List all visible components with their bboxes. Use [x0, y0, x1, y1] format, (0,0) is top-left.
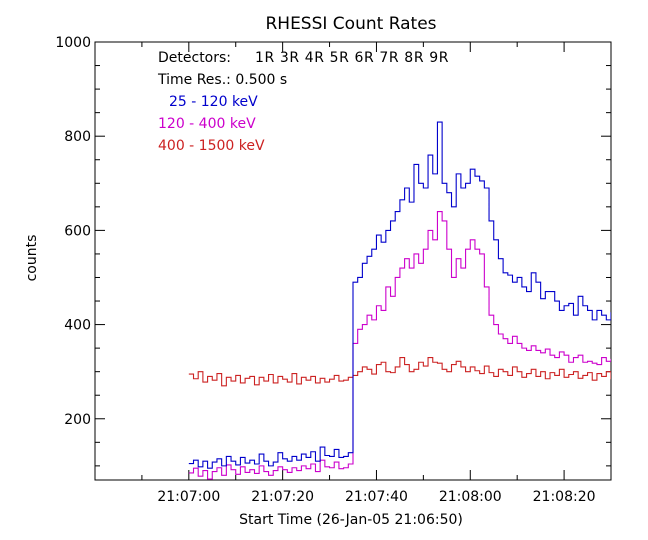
detectors-value: 1R 3R 4R 5R 6R 7R 8R 9R [255, 50, 449, 66]
y-tick-label: 800 [64, 129, 91, 145]
legend-entry-2: 400 - 1500 keV [158, 138, 265, 154]
y-axis: 200 400 600 800 1000 [55, 35, 611, 467]
y-tick-label: 400 [64, 318, 91, 334]
x-tick-label: 21:07:00 [157, 489, 220, 505]
detectors-label: Detectors: [158, 50, 231, 66]
series-layer [188, 121, 611, 480]
x-tick-label: 21:07:20 [251, 489, 314, 505]
series-2-line [188, 357, 611, 387]
y-tick-label: 600 [64, 223, 91, 239]
legend-entry-0: 25 - 120 keV [169, 94, 258, 110]
x-axis: 21:07:00 21:07:20 21:07:40 21:08:00 21:08:20 [141, 42, 612, 505]
x-tick-label: 21:08:20 [533, 489, 596, 505]
series-0-line [188, 121, 611, 469]
plot-border [94, 41, 612, 481]
chart-title: RHESSI Count Rates [265, 14, 436, 34]
x-tick-label: 21:07:40 [345, 489, 408, 505]
y-tick-label: 200 [64, 412, 91, 428]
annotations: Detectors: 1R 3R 4R 5R 6R 7R 8R 9R Time … [157, 50, 449, 88]
legend: 25 - 120 keV 120 - 400 keV 400 - 1500 keV [158, 94, 265, 154]
plot-frame [94, 41, 612, 481]
y-axis-label: counts [24, 235, 40, 282]
x-axis-label: Start Time (26-Jan-05 21:06:50) [239, 512, 463, 528]
y-tick-label: 1000 [55, 35, 91, 51]
series-1-line [188, 211, 611, 480]
x-tick-label: 21:08:00 [439, 489, 502, 505]
legend-entry-1: 120 - 400 keV [158, 116, 256, 132]
time-resolution: Time Res.: 0.500 s [157, 72, 287, 88]
